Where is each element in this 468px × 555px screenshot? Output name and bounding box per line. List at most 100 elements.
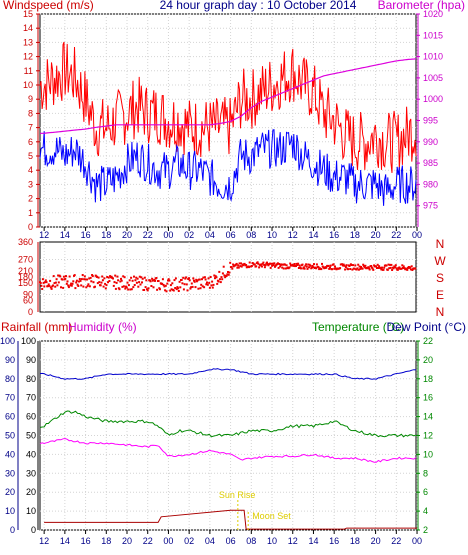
direction-point — [44, 279, 47, 282]
direction-point — [401, 264, 404, 267]
humidity-tick-label: 90 — [26, 355, 36, 365]
direction-point — [389, 266, 392, 269]
direction-point — [387, 263, 390, 266]
direction-point — [197, 287, 200, 290]
direction-point — [339, 267, 342, 270]
direction-point — [361, 267, 364, 270]
direction-point — [203, 276, 206, 279]
direction-point — [212, 283, 215, 286]
windspeed-tick-label: 9 — [28, 94, 33, 104]
direction-point — [279, 265, 282, 268]
direction-point — [88, 285, 91, 288]
direction-point — [120, 279, 123, 282]
direction-point — [274, 265, 276, 268]
direction-point — [57, 274, 60, 277]
direction-point — [211, 280, 214, 283]
direction-point — [169, 284, 172, 287]
direction-point — [357, 263, 360, 266]
time-tick-label: 04 — [205, 536, 215, 546]
direction-point — [169, 289, 172, 292]
temperature-humidity-series — [39, 368, 417, 530]
rainfall-tick-label: 80 — [5, 374, 15, 384]
direction-point — [267, 264, 270, 267]
direction-point — [351, 268, 354, 271]
direction-point — [190, 282, 193, 285]
direction-point — [276, 262, 279, 265]
direction-point — [390, 263, 393, 266]
direction-point — [110, 275, 113, 278]
direction-point — [91, 274, 94, 276]
direction-point — [115, 281, 118, 284]
barometer-line — [40, 58, 417, 134]
direction-point — [355, 268, 358, 271]
direction-point — [145, 279, 148, 282]
barometer-tick-label: 1005 — [423, 73, 443, 83]
direction-point — [360, 266, 362, 268]
direction-point — [174, 287, 177, 289]
direction-point — [146, 288, 148, 291]
time-tick-label: 00 — [412, 536, 422, 546]
time-tick-label: 16 — [329, 536, 339, 546]
wind-pressure-series — [39, 41, 417, 206]
direction-point — [47, 283, 50, 286]
direction-point — [86, 284, 89, 287]
time-tick-label: 16 — [329, 230, 339, 240]
direction-point — [184, 277, 187, 280]
direction-point — [235, 262, 238, 265]
direction-point — [143, 276, 146, 279]
windspeed-tick-label: 2 — [28, 194, 33, 204]
direction-point — [178, 280, 181, 283]
direction-point — [248, 261, 251, 264]
direction-point — [77, 285, 80, 287]
direction-tick-label: 180 — [18, 272, 33, 282]
direction-point — [140, 276, 143, 279]
direction-point — [54, 285, 57, 288]
direction-point — [302, 266, 305, 269]
direction-point — [133, 275, 135, 278]
direction-point — [381, 266, 383, 269]
direction-point — [167, 278, 170, 281]
direction-point — [176, 286, 179, 289]
direction-point — [183, 283, 186, 286]
barometer-tick-label: 980 — [423, 179, 438, 189]
windspeed-tick-label: 1 — [28, 208, 33, 218]
direction-point — [309, 264, 312, 267]
direction-point — [129, 288, 132, 291]
direction-point — [333, 267, 336, 270]
direction-point — [119, 280, 122, 283]
direction-point — [362, 264, 365, 267]
rainfall-axis: 0 10 20 30 40 50 60 70 80 90 100 — [0, 336, 19, 535]
barometer-tick-label: 1010 — [423, 52, 443, 62]
direction-point — [391, 269, 394, 271]
sunrise-label: Sun Rise — [219, 490, 256, 500]
rainfall-axis-title: Rainfall (mm) — [1, 320, 72, 334]
direction-point — [60, 286, 62, 289]
direction-point — [403, 267, 406, 270]
time-tick-label: 20 — [371, 536, 381, 546]
direction-point — [76, 283, 79, 286]
time-tick-label: 14 — [308, 230, 318, 240]
direction-point — [201, 285, 204, 288]
direction-point — [229, 261, 232, 264]
time-tick-label: 14 — [308, 536, 318, 546]
direction-point — [238, 262, 241, 265]
direction-point — [261, 262, 264, 265]
direction-point — [57, 281, 60, 284]
direction-point — [345, 264, 348, 267]
direction-point — [55, 278, 58, 281]
time-tick-label: 10 — [267, 230, 277, 240]
direction-point — [70, 282, 73, 285]
direction-point — [88, 277, 91, 280]
direction-point — [182, 276, 185, 279]
direction-point — [304, 264, 307, 267]
direction-point — [53, 282, 56, 285]
time-tick-label: 18 — [101, 536, 111, 546]
windspeed-tick-label: 0 — [28, 222, 33, 232]
direction-point — [68, 275, 71, 278]
direction-point — [190, 286, 193, 289]
direction-point — [329, 264, 332, 267]
direction-point — [223, 274, 226, 277]
direction-point — [191, 285, 194, 288]
direction-point — [121, 285, 124, 288]
